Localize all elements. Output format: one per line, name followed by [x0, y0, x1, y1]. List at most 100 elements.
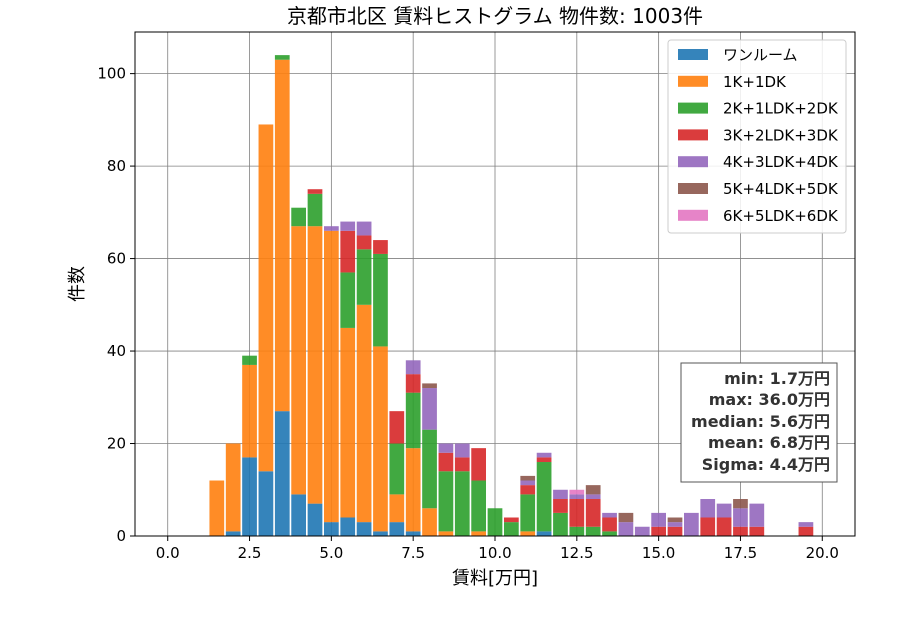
- bar-segment-series-4: [454, 443, 470, 458]
- bar-segment-series-0: [389, 522, 405, 536]
- bar-segment-series-1: [405, 448, 421, 532]
- bar-segment-series-1: [340, 327, 356, 518]
- bar-segment-series-2: [291, 207, 306, 227]
- bar-segment-series-1: [209, 480, 225, 536]
- bar-segment-series-3: [667, 526, 683, 536]
- bar-segment-series-6: [569, 489, 585, 495]
- stats-min: min: 1.7万円: [724, 369, 830, 388]
- legend-label: 5K+4LDK+5DK: [723, 180, 839, 198]
- bar-segment-series-0: [536, 531, 552, 536]
- stats-max: max: 36.0万円: [709, 390, 830, 409]
- bar-segment-series-5: [618, 512, 634, 523]
- bar-segment-series-2: [585, 526, 601, 536]
- stats-median: median: 5.6万円: [691, 412, 830, 431]
- bar-segment-series-4: [733, 508, 748, 527]
- bar-segment-series-0: [340, 517, 356, 536]
- bar-segment-series-2: [438, 471, 454, 532]
- x-tick-label: 12.5: [560, 544, 593, 562]
- bar-segment-series-1: [291, 226, 306, 495]
- bar-segment-series-3: [749, 526, 765, 536]
- bar-segment-series-3: [651, 526, 666, 536]
- bar-segment-series-1: [225, 443, 241, 532]
- legend-swatch: [678, 102, 708, 114]
- bar-segment-series-2: [569, 526, 585, 536]
- y-tick-label: 20: [107, 435, 126, 453]
- bar-segment-series-3: [373, 240, 388, 254]
- bar-segment-series-2: [307, 193, 323, 227]
- bar-segment-series-3: [569, 499, 585, 527]
- bar-segment-series-0: [291, 494, 306, 536]
- bar-segment-series-0: [356, 522, 372, 536]
- bar-segment-series-5: [520, 475, 536, 481]
- bar-segment-series-2: [242, 355, 257, 365]
- legend-label: 6K+5LDK+6DK: [723, 207, 839, 225]
- x-axis-label: 賃料[万円]: [452, 568, 538, 589]
- bar-segment-series-0: [242, 457, 257, 536]
- bar-segment-series-4: [569, 494, 585, 500]
- y-tick-label: 100: [97, 65, 126, 83]
- bar-segment-series-4: [553, 489, 568, 500]
- legend-box: [667, 39, 847, 234]
- bar-segment-series-2: [471, 480, 486, 532]
- legend-label: ワンルーム: [723, 46, 798, 64]
- bar-segment-series-2: [520, 494, 536, 532]
- legend-label: 1K+1DK: [723, 73, 787, 91]
- bar-segment-series-2: [274, 55, 290, 60]
- bar-segment-series-4: [618, 522, 634, 536]
- y-tick-label: 60: [107, 250, 126, 268]
- legend: ワンルーム 1K+1DK 2K+1LDK+2DK 3K+2LDK+3DK 4K+3LDK…: [667, 39, 847, 234]
- bar-segment-series-4: [340, 221, 356, 231]
- bar-segment-series-3: [504, 517, 519, 523]
- bar-segment-series-3: [585, 499, 601, 527]
- bar-segment-series-1: [307, 226, 323, 504]
- bar-segment-series-4: [798, 522, 814, 527]
- bar-segment-series-3: [454, 457, 470, 472]
- bar-segment-series-2: [454, 471, 470, 536]
- x-tick-label: 0.0: [156, 544, 180, 562]
- y-tick-label: 40: [107, 342, 126, 360]
- legend-swatch: [678, 49, 708, 60]
- bar-segment-series-0: [405, 531, 421, 536]
- x-tick-label: 17.5: [724, 544, 757, 562]
- stats-sigma: Sigma: 4.4万円: [702, 455, 830, 474]
- bar-segment-series-0: [274, 411, 290, 536]
- bar-segment-series-1: [242, 364, 257, 458]
- bar-segment-series-4: [700, 499, 716, 518]
- bar-segment-series-1: [389, 494, 405, 523]
- bar-segment-series-1: [373, 346, 388, 532]
- bar-segment-series-3: [536, 457, 552, 463]
- bar-segment-series-5: [667, 517, 683, 523]
- bar-segment-series-3: [798, 526, 814, 536]
- bar-segment-series-4: [749, 503, 765, 527]
- bar-segment-series-2: [553, 512, 568, 536]
- bar-segment-series-1: [324, 230, 339, 523]
- bar-segment-series-4: [324, 226, 339, 231]
- bar-segment-series-3: [520, 485, 536, 495]
- bar-segment-series-0: [307, 503, 323, 536]
- bar-segment-series-4: [684, 512, 699, 536]
- bar-segment-series-3: [733, 526, 748, 536]
- x-tick-label: 7.5: [401, 544, 425, 562]
- x-tick-label: 5.0: [319, 544, 343, 562]
- bar-segment-series-1: [356, 304, 372, 523]
- y-tick-label: 0: [116, 527, 126, 545]
- legend-label: 4K+3LDK+4DK: [723, 153, 839, 171]
- bar-segment-series-2: [536, 462, 552, 532]
- bar-segment-series-3: [356, 235, 372, 250]
- bar-segment-series-2: [422, 429, 437, 509]
- bar-segment-series-4: [422, 388, 437, 430]
- bar-segment-series-2: [356, 249, 372, 305]
- chart-title: 京都市北区 賃料ヒストグラム 物件数: 1003件: [287, 4, 703, 28]
- bar-segment-series-1: [274, 59, 290, 412]
- legend-swatch: [678, 156, 708, 168]
- bar-segment-series-3: [389, 411, 405, 444]
- stats-box-frame: [680, 362, 838, 483]
- legend-label: 2K+1LDK+2DK: [723, 100, 839, 118]
- bar-segment-series-0: [225, 531, 241, 536]
- y-tick-label: 80: [107, 157, 126, 175]
- bar-segment-series-4: [585, 494, 601, 500]
- x-tick-label: 15.0: [642, 544, 675, 562]
- bar-segment-series-1: [438, 531, 454, 536]
- bar-segment-series-3: [700, 517, 716, 536]
- bar-segment-series-4: [536, 452, 552, 458]
